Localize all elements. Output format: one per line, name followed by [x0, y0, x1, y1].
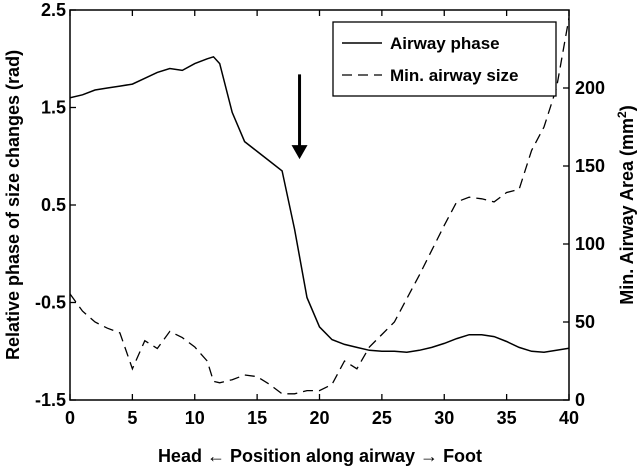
- right-y-tick-label: 0: [575, 390, 585, 410]
- x-tick-label: 40: [559, 408, 579, 428]
- legend-label-airway-phase: Airway phase: [390, 34, 500, 53]
- x-tick-label: 30: [434, 408, 454, 428]
- annotation-arrow: [291, 74, 308, 160]
- left-y-axis-ticks: -1.5 -0.5 0.5 1.5 2.5: [35, 0, 76, 410]
- x-tick-label: 5: [127, 408, 137, 428]
- legend-box: [332, 21, 557, 97]
- legend-label-min-airway-size: Min. airway size: [390, 66, 519, 85]
- x-tick-label: 10: [185, 408, 205, 428]
- min-airway-size-line: [70, 17, 569, 395]
- x-tick-label: 15: [247, 408, 267, 428]
- right-y-axis-label: Min. Airway Area (mm2): [615, 105, 637, 304]
- right-y-axis-ticks: 0 50 100 150 200: [563, 78, 605, 410]
- x-axis-ticks: 0 5 10 15 20 25 30 35 40: [65, 10, 579, 428]
- plot-frame: [69, 9, 570, 401]
- x-label-foot: Foot: [443, 446, 482, 466]
- right-y-tick-label: 200: [575, 78, 605, 98]
- x-tick-label: 20: [309, 408, 329, 428]
- airway-phase-line: [70, 55, 569, 353]
- left-y-axis-label: Relative phase of size changes (rad): [3, 50, 23, 360]
- arrow-right-icon: →: [420, 446, 438, 466]
- arrow-head: [291, 145, 308, 160]
- left-y-tick-label: -0.5: [35, 293, 66, 313]
- right-y-tick-label: 100: [575, 234, 605, 254]
- x-tick-label: 25: [372, 408, 392, 428]
- x-label-head: Head: [158, 446, 202, 466]
- arrow-left-icon: ←: [207, 446, 225, 466]
- legend: Airway phase Min. airway size: [332, 21, 557, 97]
- left-y-tick-label: 1.5: [41, 98, 66, 118]
- left-y-tick-label: -1.5: [35, 390, 66, 410]
- right-y-tick-label: 50: [575, 312, 595, 332]
- left-y-tick-label: 2.5: [41, 0, 66, 20]
- x-label-mid: Position along airway: [230, 446, 415, 466]
- right-y-tick-label: 150: [575, 156, 605, 176]
- x-tick-label: 0: [65, 408, 75, 428]
- x-axis-label: Head ← Position along airway → Foot: [158, 446, 482, 466]
- x-tick-label: 35: [497, 408, 517, 428]
- left-y-tick-label: 0.5: [41, 195, 66, 215]
